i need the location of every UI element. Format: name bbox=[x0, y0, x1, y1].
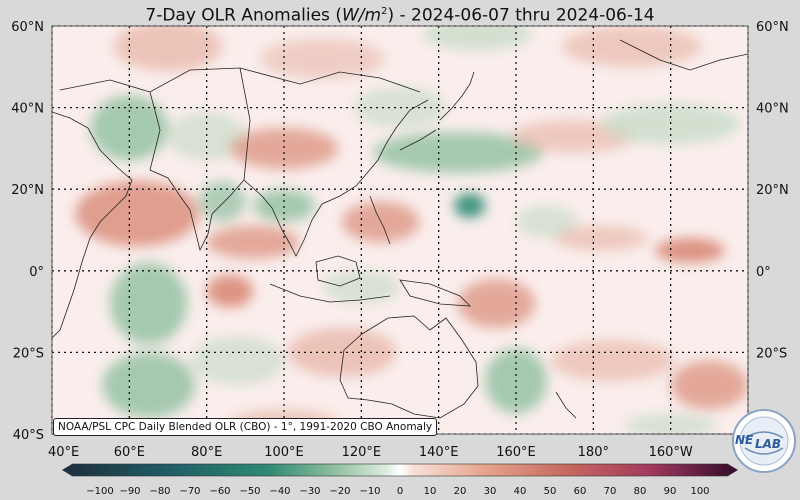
asia-coast bbox=[243, 99, 429, 257]
japan-south-coast bbox=[399, 129, 437, 151]
anomaly-blob bbox=[191, 336, 284, 386]
lat-label-right: 20°S bbox=[756, 346, 787, 361]
colorbar-tick-label: −40 bbox=[269, 486, 290, 497]
anomaly-blob bbox=[454, 193, 486, 218]
colorbar-min-arrow bbox=[62, 464, 72, 476]
anomaly-blob bbox=[260, 38, 385, 80]
africa-coast bbox=[52, 111, 133, 339]
lon-label: 160°E bbox=[496, 445, 536, 460]
colorbar-tick-label: −100 bbox=[86, 486, 113, 497]
anomaly-blob bbox=[554, 225, 648, 251]
chart-title: 7-Day OLR Anomalies (W/m2) - 2024-06-07 … bbox=[145, 5, 655, 26]
asia-border-3 bbox=[239, 67, 251, 181]
colorbar-max-arrow bbox=[728, 464, 738, 476]
anomaly-blob bbox=[655, 238, 725, 263]
lat-label-right: 60°N bbox=[756, 20, 789, 35]
anomaly-blob bbox=[110, 262, 188, 345]
lon-label: 100°E bbox=[264, 445, 304, 460]
asia-border-2 bbox=[149, 91, 161, 171]
new-guinea-coast bbox=[399, 279, 472, 307]
anomaly-blob bbox=[550, 340, 675, 381]
anomaly-blob bbox=[516, 205, 578, 239]
anomaly-blob bbox=[423, 26, 532, 51]
colorbar-tick-label: 20 bbox=[454, 486, 467, 497]
anomaly-blob bbox=[206, 225, 300, 259]
coastlines bbox=[52, 39, 748, 419]
philippines-coast bbox=[369, 195, 391, 245]
lon-label: 60°E bbox=[114, 445, 145, 460]
colorbar-tick-label: −70 bbox=[179, 486, 200, 497]
anomaly-blob bbox=[75, 181, 199, 247]
colorbar-tick-label: 70 bbox=[604, 486, 617, 497]
colorbar-tick-label: 60 bbox=[574, 486, 587, 497]
lon-label: 120°E bbox=[342, 445, 382, 460]
lon-label: 140°E bbox=[419, 445, 459, 460]
anomaly-blob bbox=[253, 189, 315, 222]
data-credit: NOAA/PSL CPC Daily Blended OLR (CBO) - 1… bbox=[53, 418, 438, 436]
colorbar-tick-label: −30 bbox=[299, 486, 320, 497]
colorbar-tick-label: 90 bbox=[664, 486, 677, 497]
colorbar-tick-labels: −100 −90 −80 −70 −60 −50 −40 −30 −20 −10 0 10 20 30 40… bbox=[86, 486, 709, 497]
lat-label-left: 40°S bbox=[13, 428, 44, 443]
anomaly-blob bbox=[102, 352, 196, 418]
colorbar-tick-label: −90 bbox=[119, 486, 140, 497]
noaa-psl-logo: NE LAB bbox=[732, 409, 796, 473]
borneo-coast bbox=[315, 255, 361, 287]
colorbar-tick-label: 30 bbox=[484, 486, 497, 497]
anomaly-blob bbox=[113, 26, 223, 71]
aleutian-coast bbox=[619, 39, 748, 71]
anomaly-blob bbox=[670, 360, 748, 410]
colorbar-tick-label: 80 bbox=[634, 486, 647, 497]
anomaly-blob bbox=[198, 181, 246, 222]
lat-label-left: 60°N bbox=[11, 20, 44, 35]
lat-label-right: 20°N bbox=[756, 183, 789, 198]
java-coast bbox=[269, 283, 391, 303]
colorbar-tick-label: −10 bbox=[359, 486, 380, 497]
logo-text-left: NE bbox=[735, 433, 754, 447]
longitude-labels: 40°E 60°E 80°E 100°E 120°E 140°E 160°E 180° 160°… bbox=[48, 445, 792, 460]
india-coast bbox=[149, 169, 245, 252]
lat-label-left: 40°N bbox=[11, 102, 44, 117]
lon-label: 180° bbox=[578, 445, 609, 460]
colorbar-tick-label: 10 bbox=[424, 486, 437, 497]
anomaly-blob bbox=[229, 127, 339, 169]
japan-coast bbox=[439, 71, 475, 121]
colorbar-tick-label: −50 bbox=[239, 486, 260, 497]
lat-label-right: 40°N bbox=[756, 102, 789, 117]
colorbar-tick-label: −60 bbox=[209, 486, 230, 497]
anomaly-blob bbox=[458, 278, 536, 328]
colorbar-tick-label: 100 bbox=[690, 486, 709, 497]
lat-label-left: 20°S bbox=[13, 346, 44, 361]
anomaly-blob bbox=[206, 274, 254, 308]
colorbar-tick-label: 0 bbox=[397, 486, 403, 497]
colorbar-tick-label: 40 bbox=[514, 486, 527, 497]
colorbar-tick-label: −20 bbox=[329, 486, 350, 497]
lat-label-left: 0° bbox=[29, 265, 44, 280]
colorbar-tick-label: 50 bbox=[544, 486, 557, 497]
anomaly-blob bbox=[322, 270, 401, 304]
colorbar bbox=[72, 464, 728, 476]
lon-label: 40°E bbox=[48, 445, 79, 460]
colorbar-tick-label: −80 bbox=[149, 486, 170, 497]
new-zealand-coast bbox=[555, 391, 577, 419]
lat-label-left: 20°N bbox=[11, 183, 44, 198]
lon-label: 80°E bbox=[191, 445, 222, 460]
lat-label-right: 0° bbox=[756, 265, 771, 280]
logo-text-right: LAB bbox=[755, 437, 781, 451]
anomaly-blob bbox=[168, 111, 246, 161]
lon-label: 160°W bbox=[649, 445, 693, 460]
